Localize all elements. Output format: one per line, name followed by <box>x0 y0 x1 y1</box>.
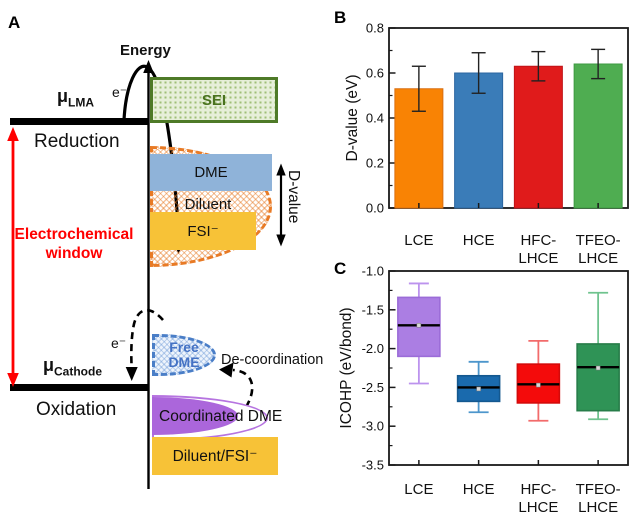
panel-a-label: A <box>8 13 21 32</box>
mu-symbol: μ <box>43 355 55 375</box>
y-tick-label: -1.0 <box>362 264 384 279</box>
dme-label: DME <box>194 164 228 181</box>
x-tick-label: TFEO- <box>576 481 621 498</box>
y-tick-label: -2.0 <box>362 341 384 356</box>
diluent-label: Diluent <box>184 196 232 213</box>
window-label-line1: Electrochemical <box>14 226 134 243</box>
free-dme-line1: Free <box>169 338 199 355</box>
bar-HFC-LHCE <box>513 65 563 209</box>
sei-label: SEI <box>201 91 227 109</box>
x-tick-label: HCE <box>463 232 495 249</box>
electron-label-top: e⁻ <box>112 84 128 100</box>
y-tick-label: 0.2 <box>366 156 384 171</box>
d-value-bar-chart: 0.00.20.40.60.8D-value (eV)LCE HCE HFC-LHC… <box>344 21 629 267</box>
d-value-label: D-value <box>285 170 302 224</box>
y-tick-label: 0.6 <box>366 66 384 81</box>
x-tick-label: TFEO- <box>576 232 621 249</box>
y-tick-label: 0.0 <box>366 201 384 216</box>
y-axis-label: D-value (eV) <box>344 75 361 162</box>
electron-label-bottom: e⁻ <box>111 335 127 351</box>
fsi-label: FSI⁻ <box>187 223 219 240</box>
reduction-label: Reduction <box>34 131 120 152</box>
x-tick-label: LCE <box>404 481 433 498</box>
y-tick-label: -1.5 <box>362 302 384 317</box>
mu-cathode-label: μCathode <box>43 355 102 379</box>
y-tick-label: -3.5 <box>362 458 384 473</box>
window-label-line2: window <box>45 244 103 262</box>
mu-cathode-subscript: Cathode <box>54 364 103 379</box>
electrochemical-window-arrow <box>7 127 19 387</box>
decoordination-label: De-coordination <box>221 352 324 368</box>
bar-TFEO-LHCE <box>573 63 623 209</box>
x-tick-label: LHCE <box>518 250 558 267</box>
free-dme-shape: Free DME <box>152 334 216 376</box>
oxidation-label: Oxidation <box>36 399 117 420</box>
mu-lma-subscript: LMA <box>68 95 95 110</box>
bar-HCE <box>454 72 504 209</box>
mu-symbol: μ <box>57 86 69 106</box>
fsi-shape: FSI⁻ <box>150 212 256 250</box>
y-axis-label: ICOHP (eV/bond) <box>338 307 355 428</box>
mu-lma-label: μLMA <box>57 86 94 110</box>
diluent-fsi-label: Diluent/FSI⁻ <box>172 447 258 465</box>
x-tick-label: LHCE <box>578 250 618 267</box>
coordinated-dme-label: Coordinated DME <box>159 408 283 425</box>
energy-axis-label: Energy <box>120 42 171 59</box>
box-TFEO-LHCE <box>576 343 620 412</box>
diluent-fsi-shape: Diluent/FSI⁻ <box>152 437 278 475</box>
x-tick-label: LCE <box>404 232 433 249</box>
box-LCE <box>397 296 441 358</box>
x-tick-label: LHCE <box>518 499 558 516</box>
free-dme-label: Free DME <box>168 338 200 371</box>
panel-a-diagram-lines <box>7 60 286 489</box>
panel-c-label: C <box>334 259 347 278</box>
x-tick-label: HFC- <box>520 232 556 249</box>
d-value-span-arrow <box>276 163 286 247</box>
panel-b-label: B <box>334 8 347 27</box>
mu-lma-level-line <box>10 118 148 125</box>
x-tick-label: LHCE <box>578 499 618 516</box>
x-tick-label: HFC- <box>520 481 556 498</box>
free-dme-line2: DME <box>168 354 200 370</box>
decoordination-dashed-arrow <box>219 362 254 408</box>
y-tick-label: 0.8 <box>366 21 384 36</box>
y-tick-label: -2.5 <box>362 380 384 395</box>
y-tick-label: 0.4 <box>366 111 384 126</box>
icohp-box-chart: -1.0 -1.5 -2.0 -2.5 -3.0 -3.5 ICOHP (eV/bond) L… <box>338 264 629 516</box>
y-tick-label: -3.0 <box>362 419 384 434</box>
dme-shape: DME <box>150 154 272 191</box>
electrochemical-window-label: Electrochemical window <box>0 226 148 263</box>
x-tick-label: HCE <box>463 481 495 498</box>
sei-box: SEI <box>150 77 278 123</box>
mu-cathode-level-line <box>10 384 148 391</box>
oxidation-electron-dashed-arrow <box>125 309 164 381</box>
